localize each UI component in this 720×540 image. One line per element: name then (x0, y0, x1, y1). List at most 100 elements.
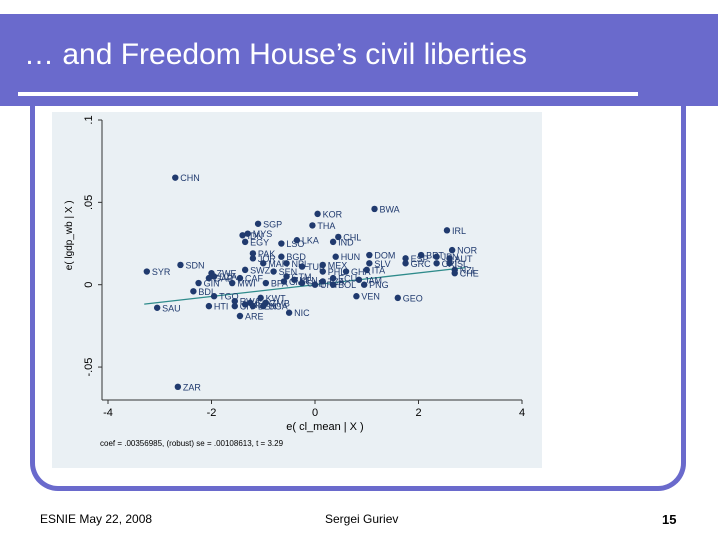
data-point (210, 273, 218, 280)
data-point (280, 278, 288, 285)
data-point (260, 302, 267, 310)
data-point (283, 260, 290, 267)
data-point (433, 253, 440, 260)
data-point (402, 260, 409, 267)
x-tick-label: 2 (415, 407, 421, 419)
plot-background (52, 112, 542, 468)
data-point (443, 227, 451, 234)
point-label: NOR (457, 246, 478, 256)
point-label: IRL (452, 226, 466, 236)
point-label: BGD (286, 252, 306, 262)
data-point (236, 274, 244, 282)
point-label: CHL (343, 232, 361, 242)
data-point (446, 255, 453, 262)
point-label: LSO (286, 239, 304, 249)
point-label: CHN (180, 173, 200, 183)
x-tick-label: 0 (312, 407, 318, 419)
data-point (319, 278, 326, 285)
data-point (172, 174, 179, 181)
point-label: GRC (411, 259, 432, 269)
data-point (143, 268, 151, 275)
data-point (355, 276, 363, 283)
fit-line-group (144, 267, 466, 305)
data-point (293, 237, 301, 244)
point-label: ISL (455, 259, 469, 269)
data-point (448, 246, 456, 254)
data-point (177, 261, 184, 269)
data-point (298, 279, 306, 287)
point-label: DOM (374, 251, 395, 261)
data-point (451, 269, 458, 277)
point-label: ZWE (217, 269, 237, 279)
data-point (153, 304, 161, 311)
data-point (249, 302, 257, 310)
point-label: EGY (250, 237, 269, 247)
point-label: JAM (364, 275, 382, 285)
point-label: AUT (455, 254, 474, 264)
point-label: SDN (185, 260, 204, 270)
point-label: BOL (338, 280, 356, 290)
data-point (335, 233, 342, 241)
point-label: NZL (460, 265, 477, 275)
y-tick-label: .05 (83, 195, 95, 210)
data-point (241, 301, 249, 308)
x-axis-label: e( cl_mean | X ) (286, 421, 363, 433)
point-label: JOR (258, 254, 277, 264)
data-point (249, 255, 257, 262)
point-label: DZA (219, 272, 237, 282)
data-point (270, 268, 277, 275)
point-label: CHE (460, 269, 479, 279)
data-point (363, 266, 370, 274)
point-label: NIC (294, 308, 310, 318)
point-label: ZAR (183, 382, 202, 392)
point-label: SEN (279, 267, 298, 277)
data-point (394, 294, 401, 302)
point-label: SWZ (250, 265, 270, 275)
data-point (174, 383, 182, 391)
data-point (249, 250, 257, 257)
point-label: CIV (240, 302, 255, 312)
x-tick-label: -2 (207, 407, 217, 419)
point-label: MEX (328, 260, 348, 270)
footer-date: ESNIE May 22, 2008 (40, 512, 153, 526)
point-label: BWA (380, 204, 400, 214)
point-label: MAR (268, 259, 289, 269)
data-point (231, 297, 238, 305)
axes: -4 -2 0 2 4 -.05 0 .05 .1 (83, 115, 525, 419)
data-point (210, 293, 218, 300)
data-point (283, 273, 290, 280)
data-point (371, 205, 378, 213)
data-point (254, 220, 262, 227)
point-label: MLI (250, 300, 265, 310)
point-label: KEN (299, 275, 318, 285)
point-label: PHL (328, 267, 346, 277)
data-point (190, 288, 197, 295)
data-point (329, 274, 337, 282)
point-label: TZA (328, 277, 345, 287)
data-point (342, 268, 350, 275)
point-label: HTI (214, 302, 229, 312)
data-point (241, 266, 249, 274)
data-point (298, 263, 306, 270)
point-label: GHA (351, 267, 371, 277)
data-point (314, 210, 321, 218)
footer-author: Sergei Guriev (325, 512, 399, 526)
data-point (353, 293, 360, 300)
data-point (366, 260, 373, 267)
point-label: SLV (374, 259, 390, 269)
y-tick-label: -.05 (83, 358, 95, 377)
data-point (231, 302, 238, 310)
point-label: ZMB (271, 298, 290, 308)
data-point (278, 253, 285, 260)
point-label: PNG (369, 280, 389, 290)
data-point (285, 309, 293, 316)
y-tick-label: 0 (83, 282, 95, 288)
point-label: NPL (292, 259, 310, 269)
data-point (366, 251, 373, 259)
point-label: HUN (341, 252, 361, 262)
regression-note: coef = .00356985, (robust) se = .0010861… (100, 439, 284, 448)
point-label: SGP (263, 219, 282, 229)
point-label: GEO (403, 293, 423, 303)
point-label: UGA (268, 302, 288, 312)
